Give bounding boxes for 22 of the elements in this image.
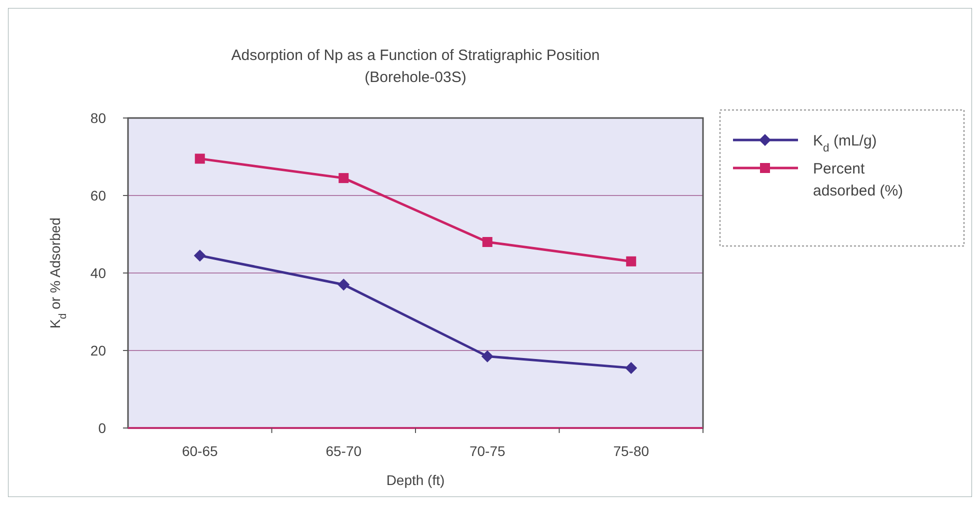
y-tick-label: 40	[90, 264, 106, 281]
x-tick-label: 75-80	[613, 443, 650, 459]
y-tick-label: 0	[98, 420, 106, 436]
point	[194, 250, 206, 262]
chart-subtitle: (Borehole-03S)	[364, 69, 466, 86]
legend-label: Percent adsorbed (%)	[813, 160, 904, 200]
x-tick-label: 65-70	[326, 443, 362, 459]
legend-label: K$_{d}$ (mL/g)	[813, 132, 877, 154]
point	[338, 173, 349, 184]
y-tick-label: 60	[90, 187, 106, 204]
point	[481, 350, 494, 362]
y-tick-label: 80	[90, 110, 106, 126]
x-tick-label: 70-75	[469, 443, 506, 459]
y-tick-label: 20	[90, 342, 106, 358]
point	[625, 362, 638, 374]
x-tick-label: 60-65	[182, 443, 218, 459]
point	[338, 278, 350, 291]
point	[626, 256, 636, 266]
point	[482, 237, 492, 247]
chart-title: Adsorption of Np as a Function of Stratigraphic Position	[231, 47, 600, 64]
x-axis-title: Depth (ft)	[386, 472, 445, 488]
point	[194, 154, 205, 164]
